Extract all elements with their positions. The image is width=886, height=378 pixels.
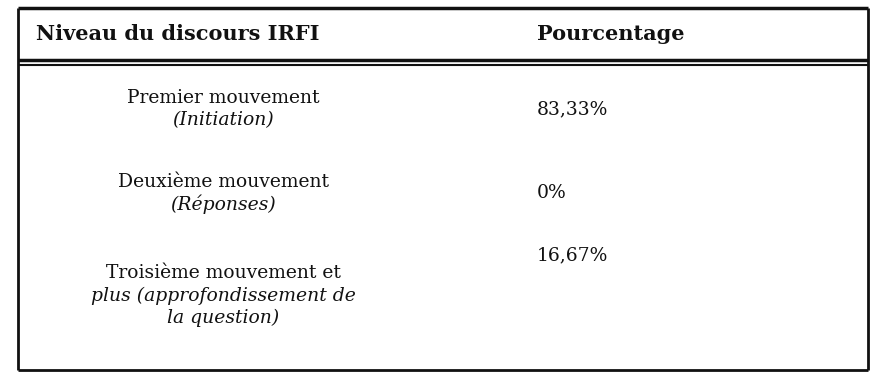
Text: Pourcentage: Pourcentage: [537, 24, 684, 44]
Text: Premier mouvement: Premier mouvement: [127, 89, 320, 107]
Text: (Réponses): (Réponses): [170, 194, 276, 214]
Text: Niveau du discours IRFI: Niveau du discours IRFI: [36, 24, 320, 44]
Text: 0%: 0%: [537, 184, 566, 202]
Text: plus (approfondissement de: plus (approfondissement de: [91, 287, 355, 305]
Text: Deuxième mouvement: Deuxième mouvement: [118, 173, 329, 191]
Text: 83,33%: 83,33%: [537, 100, 608, 118]
Text: (Initiation): (Initiation): [173, 111, 274, 129]
Text: 16,67%: 16,67%: [537, 246, 608, 264]
Text: Troisième mouvement et: Troisième mouvement et: [105, 265, 341, 282]
Text: la question): la question): [167, 308, 279, 327]
